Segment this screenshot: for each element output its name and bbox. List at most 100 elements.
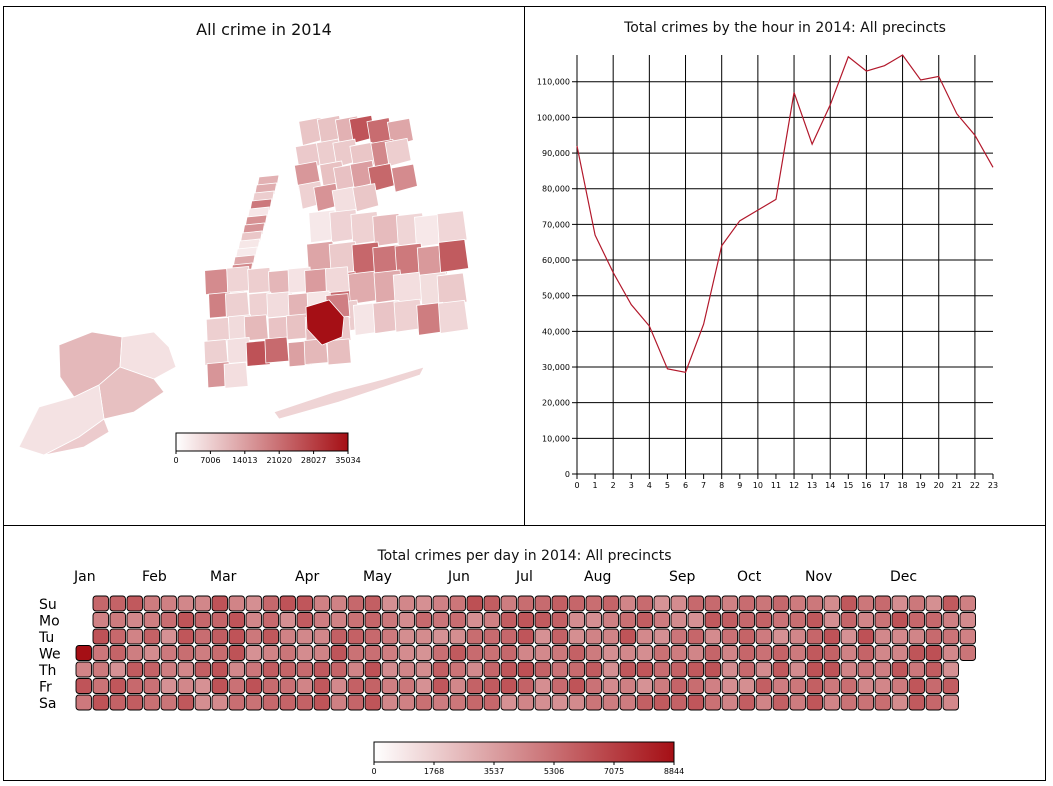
day-cell[interactable] xyxy=(585,661,602,678)
day-cell[interactable] xyxy=(840,661,857,678)
day-cell[interactable] xyxy=(602,694,619,711)
day-cell[interactable] xyxy=(585,678,602,694)
precinct-area[interactable] xyxy=(326,338,352,366)
day-cell[interactable] xyxy=(211,595,228,612)
day-cell[interactable] xyxy=(75,661,92,678)
day-cell[interactable] xyxy=(670,628,687,645)
precinct-area[interactable] xyxy=(203,339,229,366)
precinct-area[interactable] xyxy=(264,336,290,364)
day-cell[interactable] xyxy=(364,645,381,661)
day-cell[interactable] xyxy=(670,694,687,711)
day-cell[interactable] xyxy=(245,595,262,612)
day-cell[interactable] xyxy=(109,612,126,628)
day-cell[interactable] xyxy=(194,678,211,694)
day-cell[interactable] xyxy=(92,694,109,711)
day-cell[interactable] xyxy=(772,678,789,694)
day-cell[interactable] xyxy=(398,595,415,612)
day-cell[interactable] xyxy=(738,645,755,661)
day-cell[interactable] xyxy=(500,678,517,694)
day-cell[interactable] xyxy=(602,661,619,678)
day-cell[interactable] xyxy=(687,645,704,661)
day-cell[interactable] xyxy=(347,628,364,645)
day-cell[interactable] xyxy=(823,678,840,694)
precinct-map[interactable]: 0 7006 14013 21020 28027 35034 xyxy=(4,7,524,525)
day-cell[interactable] xyxy=(449,612,466,628)
day-cell[interactable] xyxy=(296,595,313,612)
precinct-area[interactable] xyxy=(352,183,380,213)
day-cell[interactable] xyxy=(534,595,551,612)
day-cell[interactable] xyxy=(534,661,551,678)
day-cell[interactable] xyxy=(925,694,942,711)
day-cell[interactable] xyxy=(619,678,636,694)
day-cell[interactable] xyxy=(381,678,398,694)
day-cell[interactable] xyxy=(517,661,534,678)
day-cell[interactable] xyxy=(687,628,704,645)
day-cell[interactable] xyxy=(245,612,262,628)
day-cell[interactable] xyxy=(534,645,551,661)
day-cell[interactable] xyxy=(245,645,262,661)
day-cell[interactable] xyxy=(585,694,602,711)
day-cell[interactable] xyxy=(738,678,755,694)
day-cell[interactable] xyxy=(296,694,313,711)
day-cell[interactable] xyxy=(585,612,602,628)
day-cell[interactable] xyxy=(891,678,908,694)
day-cell[interactable] xyxy=(619,694,636,711)
day-cell[interactable] xyxy=(959,628,976,645)
day-cell[interactable] xyxy=(194,628,211,645)
day-cell[interactable] xyxy=(823,694,840,711)
day-cell[interactable] xyxy=(483,612,500,628)
day-cell[interactable] xyxy=(364,678,381,694)
day-cell[interactable] xyxy=(381,694,398,711)
day-cell[interactable] xyxy=(415,661,432,678)
day-cell[interactable] xyxy=(925,661,942,678)
day-cell[interactable] xyxy=(517,694,534,711)
day-cell[interactable] xyxy=(891,595,908,612)
day-cell[interactable] xyxy=(449,645,466,661)
day-cell[interactable] xyxy=(347,694,364,711)
day-cell[interactable] xyxy=(755,628,772,645)
day-cell[interactable] xyxy=(279,595,296,612)
precinct-area[interactable] xyxy=(324,266,350,294)
day-cell[interactable] xyxy=(925,678,942,694)
day-cell[interactable] xyxy=(228,612,245,628)
day-cell[interactable] xyxy=(857,645,874,661)
day-cell[interactable] xyxy=(262,628,279,645)
day-cell[interactable] xyxy=(517,645,534,661)
day-cell[interactable] xyxy=(483,661,500,678)
day-cell[interactable] xyxy=(874,595,891,612)
day-cell[interactable] xyxy=(449,661,466,678)
day-cell[interactable] xyxy=(891,694,908,711)
day-cell[interactable] xyxy=(262,645,279,661)
day-cell[interactable] xyxy=(228,678,245,694)
day-cell[interactable] xyxy=(126,694,143,711)
day-cell[interactable] xyxy=(738,628,755,645)
day-cell[interactable] xyxy=(704,612,721,628)
day-cell[interactable] xyxy=(857,661,874,678)
day-cell[interactable] xyxy=(432,678,449,694)
day-cell[interactable] xyxy=(619,645,636,661)
precinct-area[interactable] xyxy=(226,265,252,293)
day-cell[interactable] xyxy=(857,612,874,628)
day-cell[interactable] xyxy=(619,628,636,645)
day-cell[interactable] xyxy=(534,678,551,694)
day-cell[interactable] xyxy=(857,628,874,645)
day-cell[interactable] xyxy=(347,612,364,628)
day-cell[interactable] xyxy=(534,694,551,711)
day-cell[interactable] xyxy=(874,661,891,678)
day-cell[interactable] xyxy=(670,645,687,661)
day-cell[interactable] xyxy=(398,628,415,645)
day-cell[interactable] xyxy=(806,661,823,678)
day-cell[interactable] xyxy=(704,595,721,612)
day-cell[interactable] xyxy=(313,645,330,661)
precinct-area[interactable] xyxy=(390,163,418,193)
precinct-area[interactable] xyxy=(304,268,330,296)
day-cell[interactable] xyxy=(687,694,704,711)
day-cell[interactable] xyxy=(330,628,347,645)
day-cell[interactable] xyxy=(636,612,653,628)
day-cell[interactable] xyxy=(330,661,347,678)
day-cell[interactable] xyxy=(177,661,194,678)
day-cell[interactable] xyxy=(211,678,228,694)
day-cell[interactable] xyxy=(143,661,160,678)
day-cell[interactable] xyxy=(177,595,194,612)
day-cell[interactable] xyxy=(330,694,347,711)
